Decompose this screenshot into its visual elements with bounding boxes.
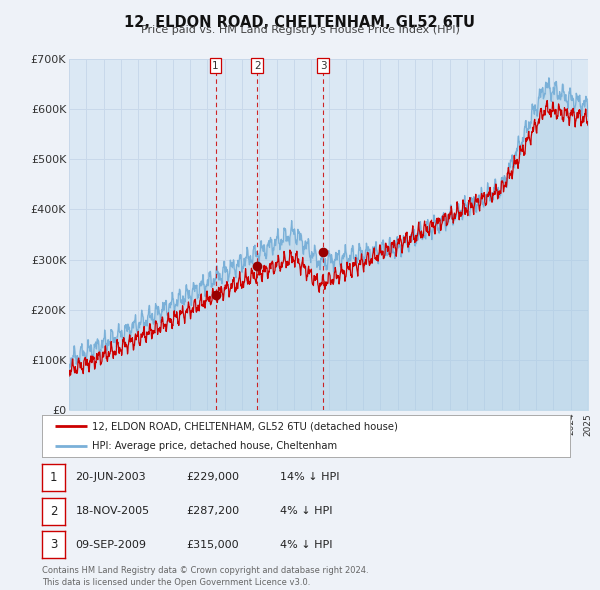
Text: 1: 1 xyxy=(50,471,57,484)
Text: £315,000: £315,000 xyxy=(187,540,239,550)
Text: HPI: Average price, detached house, Cheltenham: HPI: Average price, detached house, Chel… xyxy=(92,441,337,451)
Text: 1: 1 xyxy=(212,61,219,71)
Text: Contains HM Land Registry data © Crown copyright and database right 2024.
This d: Contains HM Land Registry data © Crown c… xyxy=(42,566,368,587)
Text: 3: 3 xyxy=(50,538,57,551)
Text: 2: 2 xyxy=(254,61,260,71)
Text: 20-JUN-2003: 20-JUN-2003 xyxy=(76,473,146,483)
Text: 2: 2 xyxy=(50,504,57,517)
Text: 3: 3 xyxy=(320,61,326,71)
Text: 12, ELDON ROAD, CHELTENHAM, GL52 6TU (detached house): 12, ELDON ROAD, CHELTENHAM, GL52 6TU (de… xyxy=(92,421,398,431)
Text: 14% ↓ HPI: 14% ↓ HPI xyxy=(280,473,339,483)
Text: 09-SEP-2009: 09-SEP-2009 xyxy=(76,540,146,550)
Text: 4% ↓ HPI: 4% ↓ HPI xyxy=(280,540,332,550)
Text: 12, ELDON ROAD, CHELTENHAM, GL52 6TU: 12, ELDON ROAD, CHELTENHAM, GL52 6TU xyxy=(125,15,476,30)
Text: £287,200: £287,200 xyxy=(187,506,240,516)
Text: Price paid vs. HM Land Registry's House Price Index (HPI): Price paid vs. HM Land Registry's House … xyxy=(140,25,460,35)
Text: 18-NOV-2005: 18-NOV-2005 xyxy=(76,506,150,516)
Text: 4% ↓ HPI: 4% ↓ HPI xyxy=(280,506,332,516)
Text: £229,000: £229,000 xyxy=(187,473,239,483)
